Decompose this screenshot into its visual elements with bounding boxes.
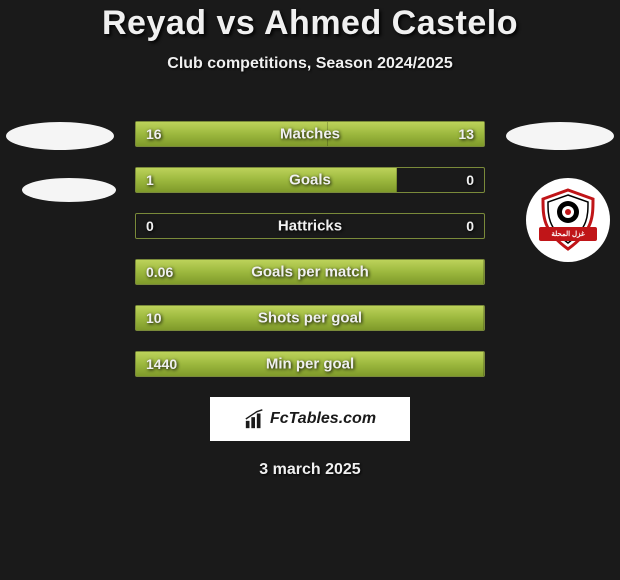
club-ribbon: غزل المحلة xyxy=(539,227,597,241)
stat-value-left: 0.06 xyxy=(146,264,173,280)
stat-value-left: 1440 xyxy=(146,356,177,372)
club-badge-right: غزل المحلة xyxy=(526,178,610,262)
fctables-bars-icon xyxy=(244,408,266,430)
stat-label: Shots per goal xyxy=(258,310,362,327)
stat-row: Hattricks 0 0 xyxy=(135,213,485,239)
comparison-page: Reyad vs Ahmed Castelo Club competitions… xyxy=(0,0,620,580)
stat-row: Goals 1 0 xyxy=(135,167,485,193)
stat-label: Goals xyxy=(289,172,331,189)
stat-label: Goals per match xyxy=(251,264,369,281)
page-title: Reyad vs Ahmed Castelo xyxy=(102,4,518,43)
stat-value-right: 0 xyxy=(466,218,474,234)
page-subtitle: Club competitions, Season 2024/2025 xyxy=(167,55,452,73)
stat-row: Matches 16 13 xyxy=(135,121,485,147)
stat-value-right: 0 xyxy=(466,172,474,188)
stat-value-left: 0 xyxy=(146,218,154,234)
player-left-placeholder-bottom xyxy=(22,178,116,202)
shield-svg-icon xyxy=(535,187,601,253)
stat-row: Shots per goal 10 xyxy=(135,305,485,331)
stat-row: Min per goal 1440 xyxy=(135,351,485,377)
stat-row: Goals per match 0.06 xyxy=(135,259,485,285)
stat-value-left: 16 xyxy=(146,126,162,142)
stat-label: Min per goal xyxy=(266,356,354,373)
stat-value-right: 13 xyxy=(458,126,474,142)
club-shield-icon: غزل المحلة xyxy=(535,187,601,253)
stat-label: Matches xyxy=(280,126,340,143)
branding-panel[interactable]: FcTables.com xyxy=(210,397,410,441)
stat-value-left: 1 xyxy=(146,172,154,188)
branding-text: FcTables.com xyxy=(270,410,376,428)
date-label: 3 march 2025 xyxy=(259,461,360,479)
stat-label: Hattricks xyxy=(278,218,342,235)
player-left-placeholder-top xyxy=(6,122,114,150)
stat-value-left: 10 xyxy=(146,310,162,326)
player-right-placeholder-top xyxy=(506,122,614,150)
stat-rows: Matches1613Goals10Hattricks00Goals per m… xyxy=(135,121,485,377)
stat-fill-left xyxy=(136,168,397,192)
stat-fill-left xyxy=(136,214,137,238)
